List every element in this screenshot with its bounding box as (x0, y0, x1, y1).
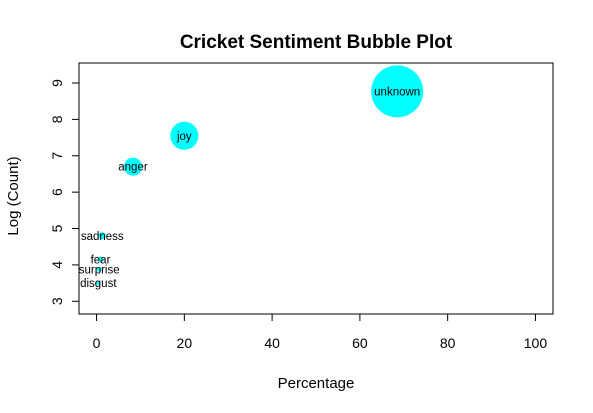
y-axis: 3 4 5 6 7 8 9 (49, 79, 80, 305)
y-tick-label: 7 (49, 152, 65, 160)
bubble-unknown (371, 65, 424, 118)
x-tick-label: 60 (352, 335, 368, 351)
bubble-label-disgust: disgust (80, 278, 117, 290)
bubble-fear (97, 256, 104, 263)
y-tick-label: 5 (49, 224, 65, 232)
bubble-joy (170, 121, 199, 150)
plot-frame (78, 62, 554, 315)
y-tick-label: 9 (49, 79, 65, 87)
y-tick-label: 8 (49, 115, 65, 123)
x-tick-label: 20 (177, 335, 193, 351)
x-axis-label: Percentage (278, 375, 355, 392)
y-tick-label: 4 (49, 261, 65, 269)
bubble-sadness (98, 232, 106, 240)
bubble-label-surprise: surprise (79, 264, 120, 276)
bubble-label-unknown: unknown (374, 86, 420, 98)
bubble-label-anger: anger (118, 162, 148, 174)
x-tick-label: 80 (440, 335, 456, 351)
y-tick-label: 3 (49, 297, 65, 305)
bubble-label-fear: fear (91, 254, 111, 266)
x-tick-label: 40 (264, 335, 280, 351)
x-tick-label: 0 (93, 335, 101, 351)
x-tick-label: 100 (524, 335, 548, 351)
bubble-surprise (96, 266, 102, 272)
y-tick-label: 6 (49, 188, 65, 196)
bubble-label-joy: joy (176, 131, 192, 143)
y-axis-label: Log (Count) (5, 156, 22, 235)
bubble-disgust (96, 281, 101, 286)
bubble-label-sadness: sadness (81, 231, 124, 243)
x-axis: 0 20 40 60 80 100 (93, 313, 548, 351)
bubble-anger (123, 157, 143, 176)
chart-title: Cricket Sentiment Bubble Plot (180, 32, 453, 53)
